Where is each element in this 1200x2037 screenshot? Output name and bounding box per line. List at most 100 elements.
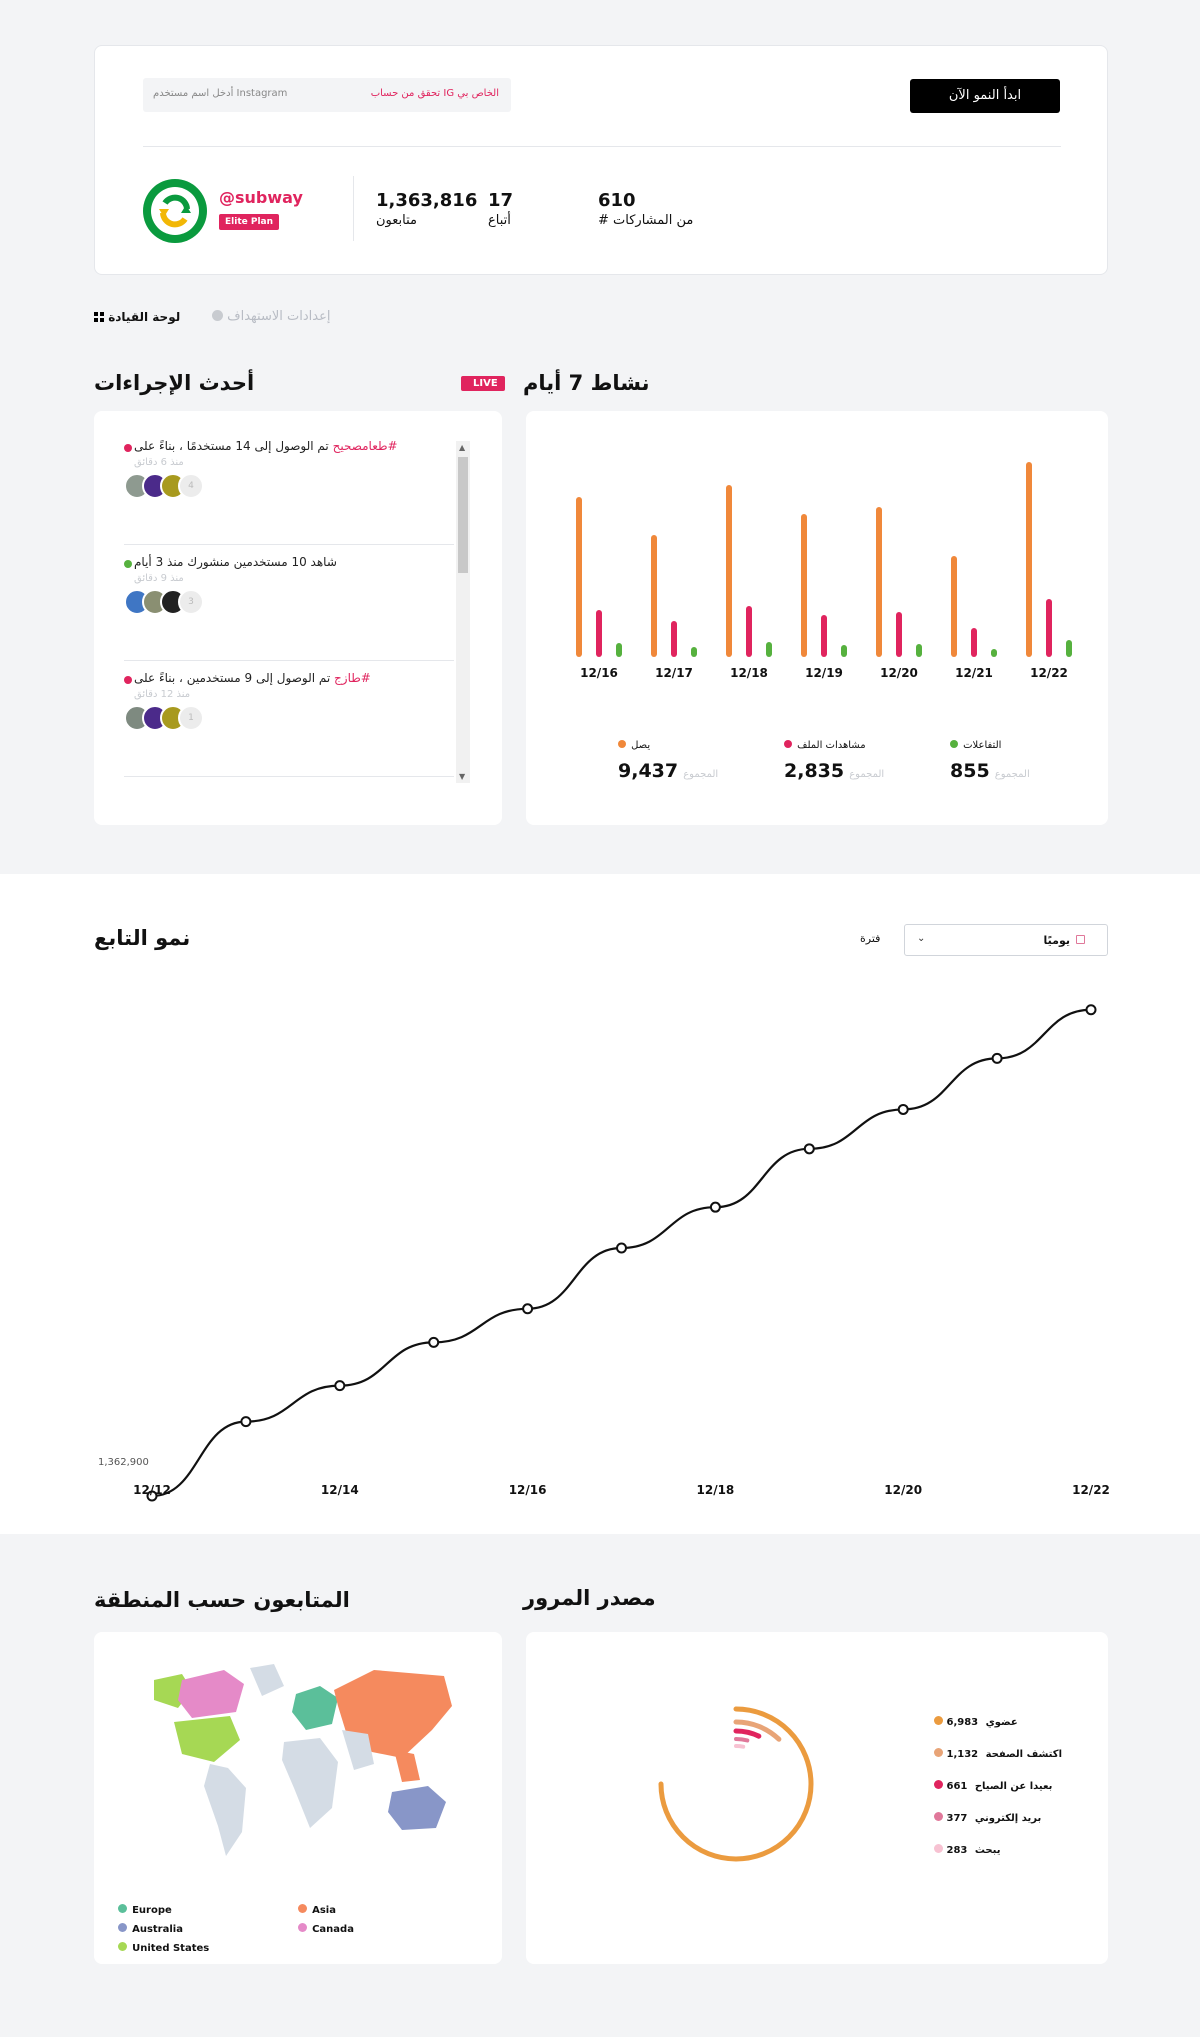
views-total: 2,835	[784, 760, 845, 782]
tab-targeting-label: إعدادات الاستهداف	[227, 309, 331, 324]
action-time: منذ 6 دقائق	[134, 457, 184, 468]
bar	[916, 644, 922, 657]
data-point[interactable]	[897, 1103, 909, 1115]
bar	[1026, 462, 1032, 657]
list-item: #طعامصحيح تم الوصول إلى 14 مستخدمًا ، بن…	[124, 429, 454, 545]
legend-item: 1,132 اكتشف الصفحة	[934, 1748, 1104, 1780]
search-input[interactable]: أدخل اسم مستخدم Instagram	[153, 88, 288, 99]
search-bar[interactable]: أدخل اسم مستخدم Instagram تحقق من حساب I…	[143, 78, 511, 112]
more-avatars-badge[interactable]: 3	[178, 589, 204, 615]
united-states-dot	[118, 1942, 127, 1951]
recent-actions-card: #طعامصحيح تم الوصول إلى 14 مستخدمًا ، بن…	[94, 411, 502, 825]
recent-actions-title: أحدث الإجراءات	[94, 371, 255, 395]
action-tag[interactable]: #طعامصحيح	[332, 439, 398, 453]
data-point[interactable]	[522, 1303, 534, 1315]
legend-dot	[934, 1780, 943, 1789]
scroll-thumb[interactable]	[458, 457, 468, 573]
legend-label: بريد إلكتروني	[974, 1813, 1042, 1824]
scroll-down-icon[interactable]: ▼	[459, 772, 466, 781]
following-stat: 17 أتباع	[488, 190, 513, 228]
scrollbar[interactable]: ▲ ▼	[456, 441, 470, 783]
profile-handle[interactable]: @subway	[219, 188, 303, 207]
x-tick-label: 12/20	[884, 1483, 922, 1497]
legend-engagement: التفاعلات 855 المجموع	[950, 733, 1030, 782]
activity-card: 12/16 12/17 12/18 12/19 12/20 12/21 12/22 يصل …	[526, 411, 1108, 825]
status-dot	[124, 676, 132, 684]
activity-title: نشاط 7 أيام	[523, 371, 650, 395]
legend-label: عضوي	[985, 1717, 1018, 1728]
list-item: #طازج تم الوصول إلى 9 مستخدمين ، بناءً ع…	[124, 661, 454, 777]
action-tag[interactable]: #طازج	[334, 671, 371, 685]
bar	[671, 621, 677, 657]
reach-label: يصل	[631, 740, 651, 751]
data-point[interactable]	[1085, 1004, 1097, 1016]
legend-dot	[934, 1844, 943, 1853]
radial-bar	[734, 1744, 746, 1749]
period-label: فترة	[860, 932, 881, 945]
legend-value: 1,132	[946, 1749, 979, 1760]
x-tick-label: 12/22	[1072, 1483, 1110, 1497]
legend-item: 661 بعيدا عن الصياح	[934, 1780, 1104, 1812]
data-point[interactable]	[709, 1201, 721, 1213]
scroll-up-icon[interactable]: ▲	[459, 443, 466, 452]
profile-divider	[353, 176, 354, 241]
bar	[596, 610, 602, 657]
growth-title: نمو التابع	[94, 926, 191, 950]
period-select[interactable]: ⌄ يوميًا	[904, 924, 1108, 956]
radial-bar	[733, 1728, 762, 1739]
radial-bar	[658, 1706, 814, 1862]
legend-dot	[934, 1812, 943, 1821]
start-growth-button[interactable]: ابدأ النمو الآن	[910, 79, 1060, 113]
posts-stat: 610 # من المشاركات	[598, 190, 693, 228]
followers-label: متابعون	[376, 213, 417, 228]
data-point[interactable]	[616, 1242, 627, 1254]
asia-label: Asia	[312, 1905, 336, 1916]
data-point[interactable]	[146, 1490, 158, 1502]
canada-dot	[298, 1923, 307, 1932]
united-states-label: United States	[132, 1943, 210, 1954]
data-point[interactable]	[334, 1380, 346, 1392]
verify-account-link[interactable]: تحقق من حساب IG الخاص بي	[370, 88, 499, 99]
x-tick-label: 12/16	[580, 666, 618, 680]
bar	[1066, 640, 1072, 657]
radial-bar	[733, 1719, 782, 1742]
chevron-down-icon: ⌄	[917, 933, 926, 944]
data-point[interactable]	[803, 1143, 815, 1155]
legend-asia: Asia	[298, 1898, 336, 1917]
engagement-total: 855	[950, 760, 990, 782]
bar	[691, 647, 697, 657]
bar	[841, 645, 847, 657]
data-point[interactable]	[240, 1416, 252, 1428]
subway-logo	[143, 179, 207, 243]
more-avatars-badge[interactable]: 4	[178, 473, 204, 499]
x-tick-label: 12/19	[805, 666, 843, 680]
period-select-value: يوميًا	[1043, 934, 1070, 947]
data-point[interactable]	[991, 1052, 1003, 1064]
tab-dashboard[interactable]: لوحة القيادة	[94, 310, 180, 324]
reach-total-label: المجموع	[683, 769, 719, 780]
more-avatars-badge[interactable]: 1	[178, 705, 204, 731]
calendar-icon	[1076, 935, 1085, 944]
growth-line-chart: 1,363,9901,362,90012/1212/1412/1612/1812…	[98, 1004, 1110, 1502]
x-tick-label: 12/12	[133, 1483, 171, 1497]
x-tick-label: 12/22	[1030, 666, 1068, 680]
views-total-label: المجموع	[849, 769, 885, 780]
x-tick-label: 12/18	[730, 666, 768, 680]
legend-australia: Australia	[118, 1917, 183, 1936]
engagement-total-label: المجموع	[994, 769, 1030, 780]
legend-label: بعيدا عن الصياح	[974, 1781, 1053, 1792]
bar	[971, 628, 977, 657]
data-point[interactable]	[428, 1336, 440, 1348]
bar	[801, 514, 807, 657]
y-tick-label: 1,362,900	[98, 1457, 149, 1468]
legend-dot	[934, 1748, 943, 1757]
legend-europe: Europe	[118, 1898, 172, 1917]
regions-title: المتابعون حسب المنطقة	[94, 1588, 350, 1612]
legend-reach: يصل 9,437 المجموع	[618, 733, 718, 782]
x-tick-label: 12/17	[655, 666, 693, 680]
followers-value: 1,363,816	[376, 190, 478, 211]
tab-targeting[interactable]: إعدادات الاستهداف	[212, 309, 330, 324]
following-value: 17	[488, 190, 514, 211]
legend-item: 6,983 عضوي	[934, 1716, 1104, 1748]
legend-value: 661	[946, 1781, 968, 1792]
